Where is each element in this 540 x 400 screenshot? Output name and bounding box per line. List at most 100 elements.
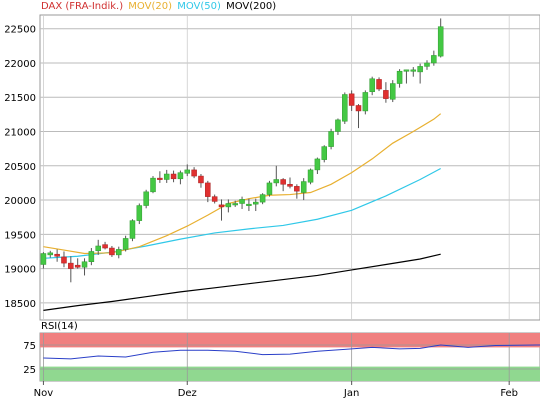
rsi-grid bbox=[40, 333, 540, 381]
candle-body-down bbox=[102, 244, 108, 249]
legend-mov50: MOV(50) bbox=[177, 1, 221, 12]
candle-body-down bbox=[61, 256, 67, 264]
candle bbox=[335, 118, 341, 135]
x-axis: Nov Dez Jan Feb bbox=[34, 381, 518, 399]
candle-body-up bbox=[266, 182, 273, 195]
candle bbox=[198, 174, 204, 188]
main-y-axis: 18500 19000 19500 20000 20500 21000 21500 22000… bbox=[4, 25, 36, 310]
x-tick-label: Jan bbox=[343, 388, 359, 399]
candle bbox=[47, 250, 54, 258]
candle bbox=[321, 145, 327, 163]
candle-body-up bbox=[225, 203, 232, 208]
candle bbox=[40, 252, 47, 269]
candle bbox=[431, 50, 437, 66]
candle bbox=[239, 196, 245, 209]
candle bbox=[157, 171, 163, 183]
rsi-label: RSI(14) bbox=[41, 321, 78, 332]
candle-body-up bbox=[314, 158, 321, 171]
rsi-oversold-zone bbox=[40, 366, 540, 381]
candle-body-up bbox=[321, 146, 327, 160]
rsi-line bbox=[43, 344, 540, 360]
candle bbox=[424, 60, 430, 70]
candle-body-up bbox=[232, 203, 238, 206]
x-tick-label: Dez bbox=[178, 388, 197, 399]
candle-body-up bbox=[369, 78, 375, 93]
candle-body-up bbox=[81, 261, 88, 268]
candle bbox=[389, 80, 396, 103]
candle-body-down bbox=[170, 173, 177, 180]
candle-body-up bbox=[239, 199, 245, 204]
candle bbox=[300, 178, 307, 201]
candle-body-up bbox=[259, 194, 266, 203]
candle-body-down bbox=[348, 93, 355, 106]
candle-body-down bbox=[68, 262, 74, 269]
main-y-tick-label: 21000 bbox=[4, 128, 36, 139]
candle-body-down bbox=[218, 204, 225, 208]
candle-body-up bbox=[95, 245, 101, 252]
mov200-line bbox=[43, 253, 441, 311]
candle bbox=[273, 165, 280, 187]
main-y-tick-label: 19500 bbox=[4, 230, 36, 241]
candle bbox=[211, 194, 218, 204]
candle-body-down bbox=[205, 182, 211, 197]
candle-body-up bbox=[40, 253, 47, 265]
candlesticks bbox=[40, 18, 444, 283]
candle-body-up bbox=[396, 70, 403, 84]
candle-body-down bbox=[74, 264, 81, 268]
candle bbox=[170, 170, 177, 183]
candle-body-down bbox=[294, 186, 300, 192]
candle bbox=[218, 199, 225, 221]
candle-body-down bbox=[383, 90, 389, 99]
candle-body-up bbox=[47, 252, 54, 256]
candle bbox=[376, 77, 382, 92]
candle-body-down bbox=[355, 105, 362, 112]
candle-body-down bbox=[198, 175, 204, 184]
candle-body-up bbox=[122, 238, 129, 250]
candle bbox=[54, 249, 60, 262]
candle-body-down bbox=[109, 247, 115, 256]
candle bbox=[437, 18, 444, 58]
main-y-tick-label: 22000 bbox=[4, 59, 36, 70]
candle bbox=[280, 178, 286, 192]
candle-body-down bbox=[287, 184, 293, 187]
candle bbox=[417, 63, 423, 84]
candle bbox=[122, 235, 129, 252]
candle bbox=[253, 198, 259, 212]
candle-body-up bbox=[129, 220, 136, 239]
candle bbox=[163, 169, 170, 183]
candle bbox=[205, 180, 211, 203]
chart-legend: DAX (FRA-Indik.) MOV(20) MOV(50) MOV(200… bbox=[41, 1, 278, 12]
candle bbox=[383, 82, 389, 103]
candle-body-up bbox=[410, 69, 417, 72]
candle bbox=[116, 246, 122, 259]
candle-body-up bbox=[389, 83, 396, 100]
x-tick-label: Feb bbox=[500, 388, 518, 399]
candle bbox=[396, 69, 403, 88]
candle bbox=[328, 128, 334, 150]
candle-body-down bbox=[157, 177, 163, 180]
candle-body-up bbox=[403, 69, 410, 72]
candle bbox=[129, 219, 136, 242]
candle bbox=[232, 200, 238, 207]
candle-body-up bbox=[342, 94, 348, 122]
main-y-tick-label: 20500 bbox=[4, 162, 36, 173]
candle-body-up bbox=[253, 201, 259, 205]
legend-instrument: DAX (FRA-Indik.) bbox=[41, 1, 124, 12]
candle bbox=[191, 167, 197, 179]
candle-body-up bbox=[143, 191, 149, 206]
candle-body-down bbox=[211, 196, 218, 202]
candle-body-up bbox=[163, 173, 170, 180]
main-y-tick-label: 22500 bbox=[4, 25, 36, 36]
candle bbox=[314, 157, 321, 175]
candle bbox=[177, 170, 184, 185]
candle bbox=[95, 239, 101, 255]
candle bbox=[102, 241, 108, 250]
main-y-tick-label: 19000 bbox=[4, 265, 36, 276]
main-y-tick-label: 18500 bbox=[4, 299, 36, 310]
candle bbox=[348, 90, 355, 111]
candle bbox=[403, 69, 410, 84]
candle-body-down bbox=[280, 179, 286, 185]
candle-body-up bbox=[177, 172, 184, 180]
candle bbox=[68, 256, 74, 283]
